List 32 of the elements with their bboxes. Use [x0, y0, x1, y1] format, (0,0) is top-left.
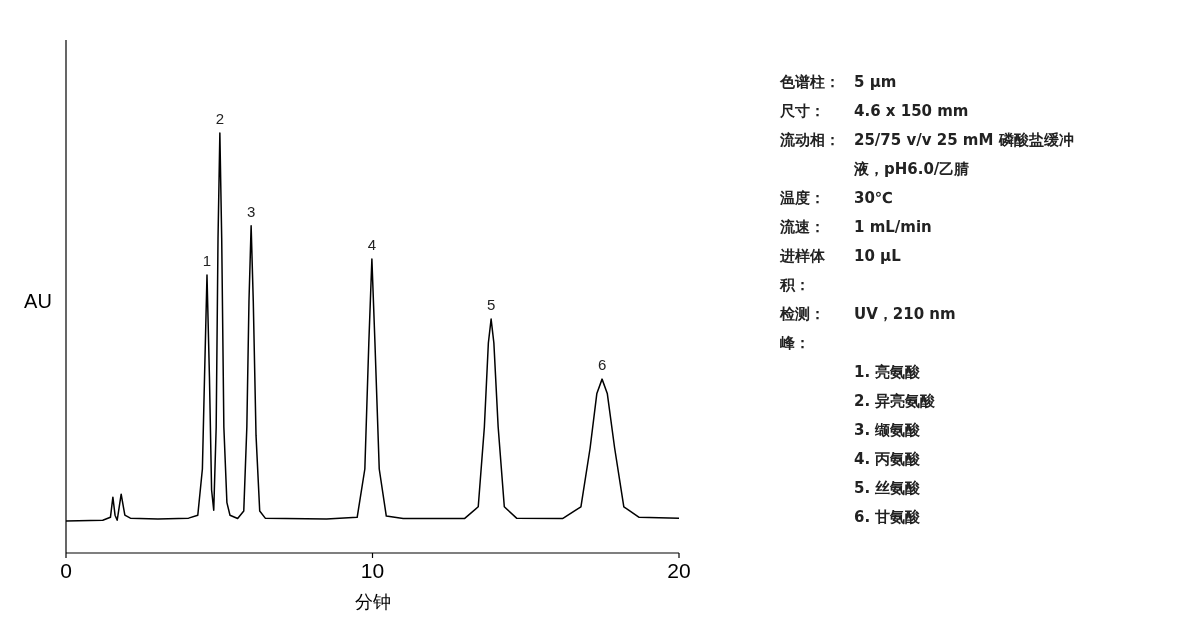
- text: UV，210 nm: [854, 304, 957, 325]
- text: 5 µm: [854, 72, 898, 93]
- text: 3. 缬氨酸: [853, 420, 922, 441]
- text: 检测：: [780, 304, 826, 325]
- x-tick-label: 0: [60, 559, 72, 582]
- annotation: 6: [597, 356, 607, 374]
- x-tick-label: 20: [667, 559, 691, 582]
- text: 6. 甘氨酸: [853, 507, 922, 528]
- text: 4. 丙氨酸: [853, 449, 922, 470]
- text: 峰：: [780, 333, 811, 354]
- text: 温度：: [780, 188, 826, 209]
- text: 流速：: [780, 217, 826, 238]
- annotation: 1: [202, 251, 212, 269]
- y-axis-title: AU: [24, 290, 52, 312]
- text: 1. 亮氨酸: [853, 362, 922, 383]
- text: 色谱柱：: [780, 72, 841, 93]
- text: 1 mL/min: [854, 217, 933, 238]
- text: 进样体积：: [780, 246, 826, 296]
- text: 25/75 v/v 25 mM 磷酸盐缓冲液，pH6.0/乙腈: [854, 130, 1075, 180]
- text: 尺寸：: [780, 101, 826, 122]
- text: 30℃: [854, 188, 895, 209]
- text: 流动相：: [780, 130, 841, 151]
- text: 5. 丝氨酸: [853, 478, 922, 499]
- text: 2. 异亮氨酸: [853, 391, 937, 412]
- annotation: 5: [486, 296, 496, 314]
- annotation: 3: [246, 202, 256, 220]
- text: 10 µL: [854, 246, 902, 267]
- text: 4.6 x 150 mm: [854, 101, 970, 122]
- x-axis-title: 分钟: [354, 591, 391, 612]
- annotation: 4: [367, 236, 377, 253]
- x-tick-label: 10: [360, 559, 385, 582]
- annotation: 2: [215, 110, 225, 127]
